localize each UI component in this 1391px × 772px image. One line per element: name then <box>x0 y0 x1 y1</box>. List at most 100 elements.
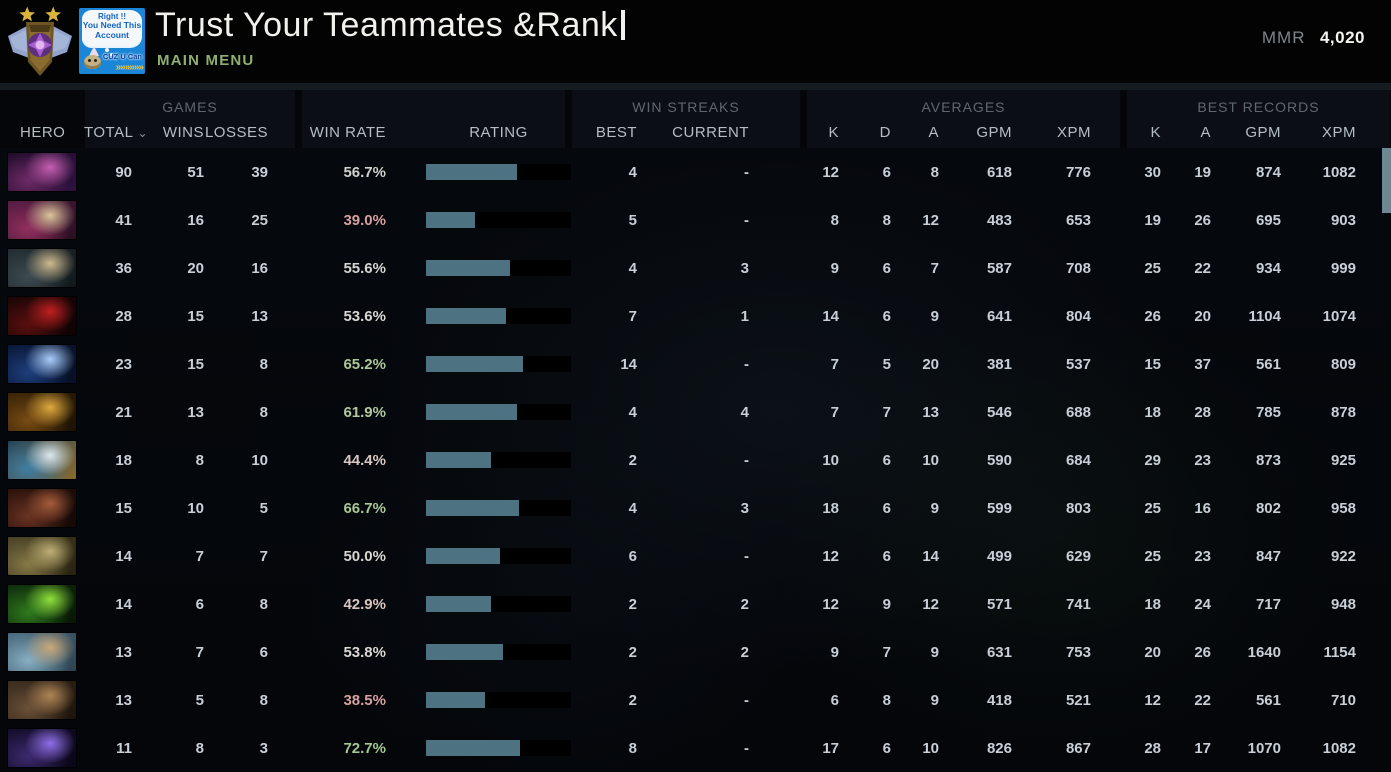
col-header-rec-a[interactable]: A <box>1200 123 1211 141</box>
hero-table-row[interactable]: 13 5 8 38.5% 2 - 6 8 9 418 521 12 22 561… <box>0 676 1391 724</box>
col-header-hero[interactable]: HERO <box>20 123 66 141</box>
col-header-rec-k[interactable]: K <box>1150 123 1161 141</box>
hero-table-row[interactable]: 36 20 16 55.6% 4 3 9 6 7 587 708 25 22 9… <box>0 244 1391 292</box>
wins-value: 20 <box>187 259 204 277</box>
best-kills-value: 18 <box>1144 595 1161 613</box>
rating-bar-fill <box>426 260 511 276</box>
col-header-avg-k[interactable]: K <box>828 123 839 141</box>
hero-table-row[interactable]: 21 13 8 61.9% 4 4 7 7 13 546 688 18 28 7… <box>0 388 1391 436</box>
col-header-avg-d[interactable]: D <box>879 123 891 141</box>
hero-table-row[interactable]: 15 10 5 66.7% 4 3 18 6 9 599 803 25 16 8… <box>0 484 1391 532</box>
avg-gpm-value: 641 <box>986 307 1012 325</box>
col-header-total[interactable]: TOTAL ⌄ <box>84 123 149 141</box>
player-avatar[interactable]: Right !! You Need This Account CUZ U Can… <box>79 8 145 74</box>
total-games-value: 90 <box>115 163 132 181</box>
losses-value: 8 <box>259 595 268 613</box>
avg-kills-value: 10 <box>822 451 839 469</box>
best-xpm-value: 1082 <box>1322 163 1356 181</box>
best-gpm-value: 695 <box>1255 211 1281 229</box>
col-header-rec-gpm[interactable]: GPM <box>1245 123 1281 141</box>
win-rate-value: 66.7% <box>343 499 386 517</box>
avatar-chevrons: »»»»»» <box>115 62 144 73</box>
avg-xpm-value: 653 <box>1065 211 1091 229</box>
win-rate-value: 42.9% <box>343 595 386 613</box>
avg-xpm-value: 688 <box>1065 403 1091 421</box>
hero-cell <box>0 345 84 383</box>
rating-bar <box>426 452 571 468</box>
hero-table-row[interactable]: 13 7 6 53.8% 2 2 9 7 9 631 753 20 26 164… <box>0 628 1391 676</box>
best-assists-value: 23 <box>1194 547 1211 565</box>
col-header-streak-current[interactable]: CURRENT <box>672 123 749 141</box>
avg-kills-value: 12 <box>822 163 839 181</box>
hero-portrait-monkey-king <box>8 393 76 431</box>
avg-kills-value: 12 <box>822 547 839 565</box>
hero-table-row[interactable]: 14 6 8 42.9% 2 2 12 9 12 571 741 18 24 7… <box>0 580 1391 628</box>
col-header-rating[interactable]: RATING <box>469 123 528 141</box>
scrollbar-thumb[interactable] <box>1382 148 1391 213</box>
hero-cell <box>0 153 84 191</box>
wins-value: 5 <box>195 691 204 709</box>
win-rate-value: 65.2% <box>343 355 386 373</box>
win-rate-value: 39.0% <box>343 211 386 229</box>
losses-value: 25 <box>251 211 268 229</box>
rating-bar <box>426 164 571 180</box>
avg-assists-value: 9 <box>930 643 939 661</box>
total-games-value: 28 <box>115 307 132 325</box>
rating-cell <box>426 260 571 276</box>
rating-bar <box>426 212 571 228</box>
avg-assists-value: 14 <box>922 547 939 565</box>
best-kills-value: 28 <box>1144 739 1161 757</box>
avg-kills-value: 9 <box>830 643 839 661</box>
rating-bar-fill <box>426 692 486 708</box>
col-header-avg-xpm[interactable]: XPM <box>1056 123 1091 141</box>
hero-portrait-storm-spirit <box>8 441 76 479</box>
hero-portrait-meepo <box>8 633 76 671</box>
best-kills-value: 25 <box>1144 499 1161 517</box>
wins-value: 16 <box>187 211 204 229</box>
avg-xpm-value: 803 <box>1065 499 1091 517</box>
col-header-streak-best[interactable]: BEST <box>595 123 637 141</box>
col-header-wins[interactable]: WINS <box>162 123 204 141</box>
col-header-win-rate[interactable]: WIN RATE <box>309 123 386 141</box>
hero-table-row[interactable]: 23 15 8 65.2% 14 - 7 5 20 381 537 15 37 … <box>0 340 1391 388</box>
player-name: Trust Your Teammates &Rank <box>155 6 618 44</box>
hero-table-row[interactable]: 28 15 13 53.6% 7 1 14 6 9 641 804 26 20 … <box>0 292 1391 340</box>
hero-table-row[interactable]: 18 8 10 44.4% 2 - 10 6 10 590 684 29 23 … <box>0 436 1391 484</box>
losses-value: 16 <box>251 259 268 277</box>
hero-table-row[interactable]: 11 8 3 72.7% 8 - 17 6 10 826 867 28 17 1… <box>0 724 1391 772</box>
total-games-value: 14 <box>115 595 132 613</box>
avg-assists-value: 20 <box>922 355 939 373</box>
losses-value: 3 <box>259 739 268 757</box>
avg-deaths-value: 6 <box>882 307 891 325</box>
avg-gpm-value: 631 <box>986 643 1012 661</box>
avg-xpm-value: 753 <box>1065 643 1091 661</box>
wins-value: 15 <box>187 307 204 325</box>
thought-dot <box>105 48 109 52</box>
avg-deaths-value: 6 <box>882 739 891 757</box>
avatar-caption: CUZ U Can <box>102 52 142 61</box>
hero-cell <box>0 681 84 719</box>
best-gpm-value: 561 <box>1255 355 1281 373</box>
hero-table-row[interactable]: 90 51 39 56.7% 4 - 12 6 8 618 776 30 19 … <box>0 148 1391 196</box>
hero-table-row[interactable]: 14 7 7 50.0% 6 - 12 6 14 499 629 25 23 8… <box>0 532 1391 580</box>
streak-best-value: 2 <box>628 595 637 613</box>
col-header-rec-xpm[interactable]: XPM <box>1321 123 1356 141</box>
best-kills-value: 19 <box>1144 211 1161 229</box>
best-gpm-value: 1104 <box>1248 307 1281 325</box>
best-assists-value: 20 <box>1194 307 1211 325</box>
hero-cell <box>0 585 84 623</box>
rating-cell <box>426 596 571 612</box>
avg-kills-value: 6 <box>830 691 839 709</box>
col-header-avg-gpm[interactable]: GPM <box>976 123 1012 141</box>
player-name-clipped-glyph <box>620 10 625 40</box>
hero-table-row[interactable]: 41 16 25 39.0% 5 - 8 8 12 483 653 19 26 … <box>0 196 1391 244</box>
group-label-win-streaks: WIN STREAKS <box>632 99 740 115</box>
col-header-losses[interactable]: LOSSES <box>204 123 268 141</box>
main-menu-button[interactable]: MAIN MENU <box>157 52 255 69</box>
rating-bar <box>426 548 571 564</box>
best-xpm-value: 948 <box>1330 595 1356 613</box>
col-header-avg-a[interactable]: A <box>928 123 939 141</box>
avg-deaths-value: 6 <box>882 547 891 565</box>
column-header-row: HERO TOTAL ⌄ WINS LOSSES WIN RATE RATING … <box>0 121 1391 143</box>
rating-bar-fill <box>426 164 518 180</box>
